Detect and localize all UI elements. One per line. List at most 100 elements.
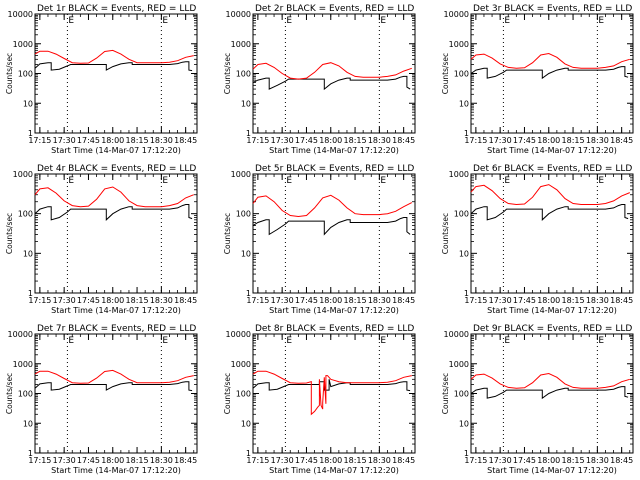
- x-tick-label: 17:15: [246, 136, 269, 145]
- y-tick-label: 1000: [13, 40, 33, 49]
- event-marker: E: [598, 16, 604, 26]
- y-tick-label: 100: [236, 70, 251, 79]
- x-tick-label: 18:15: [126, 456, 149, 465]
- x-axis-label: Start Time (14-Mar-07 17:12:20): [269, 306, 399, 315]
- event-marker: E: [68, 336, 74, 346]
- chart-panel: Det 3r BLACK = Events, RED = LLD 1 10 100 10…: [441, 4, 634, 155]
- event-marker: E: [380, 336, 386, 346]
- series-line-lld: [252, 62, 412, 80]
- x-tick-label: 18:15: [344, 456, 367, 465]
- event-marker: E: [504, 176, 510, 186]
- x-tick-label: 18:45: [610, 456, 633, 465]
- y-axis-label: Counts/sec: [223, 213, 232, 254]
- y-tick-label: 10: [241, 99, 251, 108]
- y-axis-label: Counts/sec: [441, 213, 450, 254]
- event-marker: E: [286, 176, 292, 186]
- y-tick-label: 10: [23, 419, 33, 428]
- x-axis-label: Start Time (14-Mar-07 17:12:20): [487, 466, 617, 475]
- y-tick-label: 10000: [8, 10, 33, 19]
- x-tick-label: 18:45: [174, 456, 197, 465]
- x-tick-label: 17:15: [28, 136, 51, 145]
- x-axis-label: Start Time (14-Mar-07 17:12:20): [51, 306, 181, 315]
- x-tick-label: 18:45: [610, 136, 633, 145]
- y-tick-label: 100: [236, 390, 251, 399]
- x-tick-label: 17:30: [489, 296, 512, 305]
- x-tick-label: 18:00: [537, 136, 560, 145]
- x-tick-label: 17:30: [53, 136, 76, 145]
- x-tick-label: 18:00: [319, 136, 342, 145]
- x-tick-label: 18:45: [392, 456, 415, 465]
- plot-frame: [252, 333, 416, 454]
- x-tick-label: 18:15: [126, 136, 149, 145]
- y-tick-label: 1000: [449, 170, 469, 179]
- y-tick-label: 100: [236, 210, 251, 219]
- x-tick-label: 18:15: [562, 456, 585, 465]
- chart-title: Det 1r BLACK = Events, RED = LLD: [37, 4, 196, 14]
- x-tick-label: 17:30: [271, 136, 294, 145]
- x-tick-label: 18:15: [562, 296, 585, 305]
- x-tick-label: 17:45: [77, 296, 100, 305]
- x-tick-label: 17:30: [271, 296, 294, 305]
- series-line-lld: [252, 194, 413, 218]
- plot-frame: [470, 333, 634, 454]
- plot-frame: [470, 13, 634, 134]
- x-tick-label: 17:15: [246, 296, 269, 305]
- x-tick-label: 18:45: [174, 296, 197, 305]
- chart-panel: Det 1r BLACK = Events, RED = LLD 1 10 100 10…: [5, 4, 198, 155]
- chart-panel: Det 4r BLACK = Events, RED = LLD 1 10 100 10…: [5, 164, 198, 315]
- y-tick-label: 1: [28, 289, 33, 298]
- x-tick-label: 17:45: [513, 136, 536, 145]
- plot-frame: [470, 173, 634, 294]
- x-tick-label: 17:15: [464, 456, 487, 465]
- x-tick-label: 17:15: [28, 296, 51, 305]
- x-tick-label: 18:45: [610, 296, 633, 305]
- series-line-lld: [470, 184, 630, 206]
- plot-frame: [34, 13, 198, 134]
- series-line-events: [34, 204, 193, 221]
- event-marker: E: [380, 16, 386, 26]
- y-tick-label: 100: [454, 390, 469, 399]
- y-tick-label: 10: [23, 249, 33, 258]
- series-line-events: [470, 386, 629, 400]
- event-marker: E: [598, 336, 604, 346]
- chart-panel: Det 8r BLACK = Events, RED = LLD 1 10 100 10…: [223, 324, 416, 475]
- series-line-events: [470, 204, 629, 221]
- y-tick-label: 1: [246, 129, 251, 138]
- x-tick-label: 17:45: [77, 456, 100, 465]
- chart-title: Det 3r BLACK = Events, RED = LLD: [473, 4, 632, 14]
- y-tick-label: 10000: [444, 10, 469, 19]
- plot-frame: [34, 173, 198, 294]
- y-tick-label: 1: [246, 289, 251, 298]
- y-tick-label: 10: [241, 419, 251, 428]
- y-tick-label: 10: [23, 99, 33, 108]
- y-axis-label: Counts/sec: [5, 213, 14, 254]
- x-tick-label: 18:30: [368, 136, 391, 145]
- y-tick-label: 100: [454, 210, 469, 219]
- y-tick-label: 10: [459, 249, 469, 258]
- x-axis-label: Start Time (14-Mar-07 17:12:20): [51, 466, 181, 475]
- event-marker: E: [286, 16, 292, 26]
- chart-title: Det 8r BLACK = Events, RED = LLD: [255, 324, 414, 334]
- x-tick-label: 17:30: [271, 456, 294, 465]
- y-axis-label: Counts/sec: [5, 373, 14, 414]
- y-axis-label: Counts/sec: [441, 373, 450, 414]
- chart-title: Det 5r BLACK = Events, RED = LLD: [255, 164, 414, 174]
- y-tick-label: 100: [18, 210, 33, 219]
- x-tick-label: 17:15: [28, 456, 51, 465]
- series-line-lld: [252, 370, 412, 416]
- y-tick-label: 1000: [231, 360, 251, 369]
- x-axis-label: Start Time (14-Mar-07 17:12:20): [269, 466, 399, 475]
- x-tick-label: 18:30: [150, 456, 173, 465]
- event-marker: E: [68, 16, 74, 26]
- x-tick-label: 18:00: [537, 456, 560, 465]
- y-tick-label: 10: [459, 419, 469, 428]
- x-tick-label: 18:15: [562, 136, 585, 145]
- chart-panel: Det 6r BLACK = Events, RED = LLD 1 10 100 10…: [441, 164, 634, 315]
- y-axis-label: Counts/sec: [223, 373, 232, 414]
- series-line-events: [252, 75, 411, 91]
- y-tick-label: 1: [464, 289, 469, 298]
- event-marker: E: [162, 176, 168, 186]
- x-tick-label: 18:00: [537, 296, 560, 305]
- x-tick-label: 17:45: [295, 296, 318, 305]
